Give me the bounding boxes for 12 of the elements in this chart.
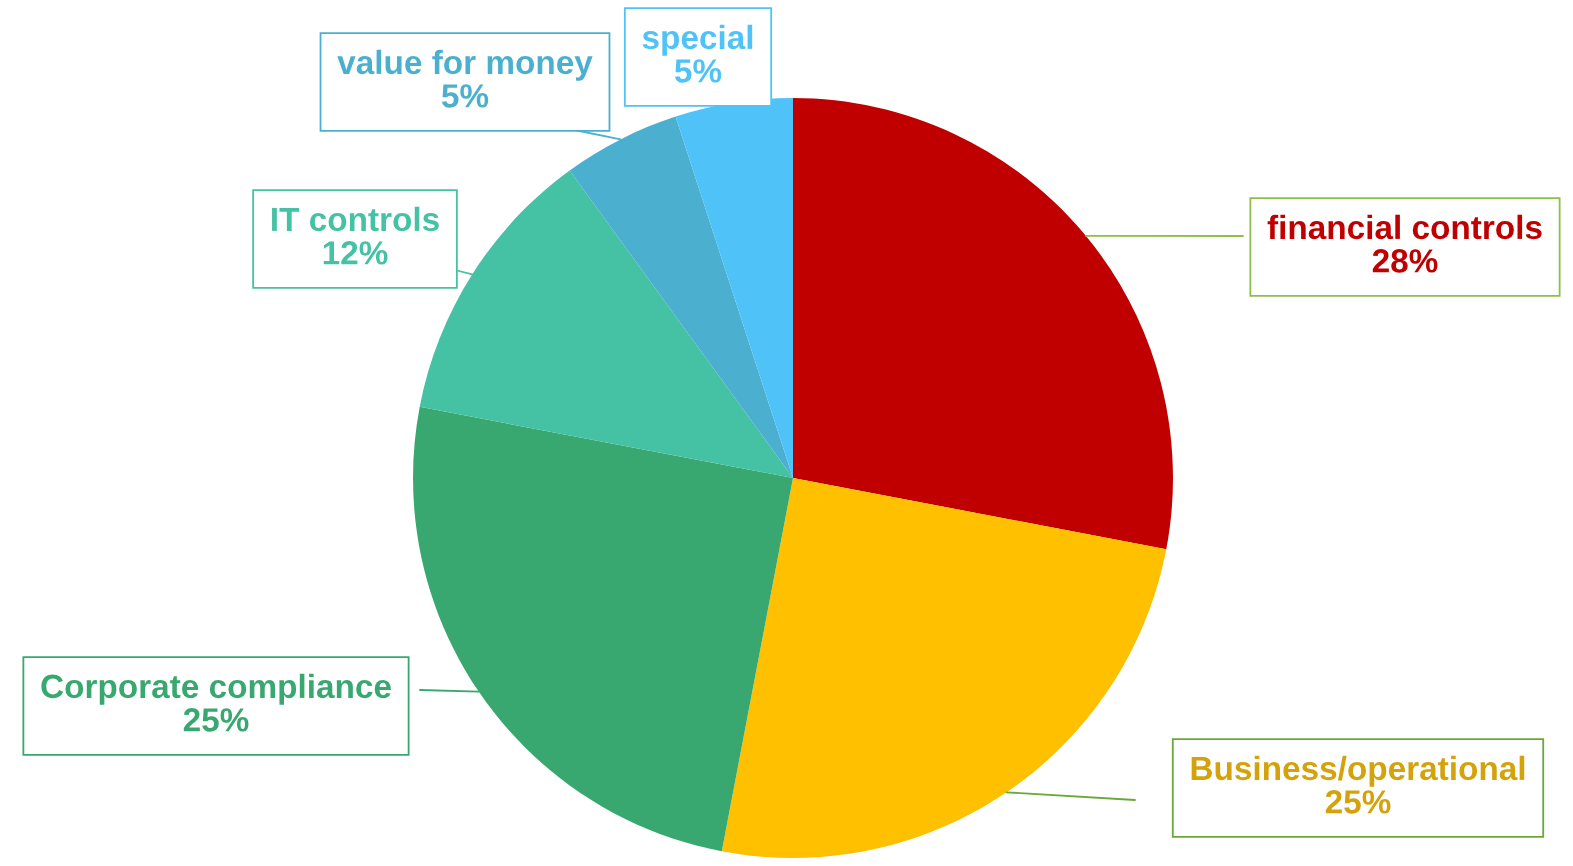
data-label: 5% [674,59,722,83]
data-label: 25% [183,708,249,732]
data-label: 28% [1372,249,1438,273]
slice-label: special [642,24,753,56]
data-label: 12% [323,241,388,265]
slice-label: Corporate compliance [41,673,391,705]
slice-label: financial controls [1267,214,1542,240]
data-label: 25% [1325,790,1391,814]
slice-label: value for money [337,49,593,81]
slice-label: IT controls [272,206,439,232]
data-label: 5% [441,84,489,108]
slice-label: Business/operational [1191,755,1525,787]
